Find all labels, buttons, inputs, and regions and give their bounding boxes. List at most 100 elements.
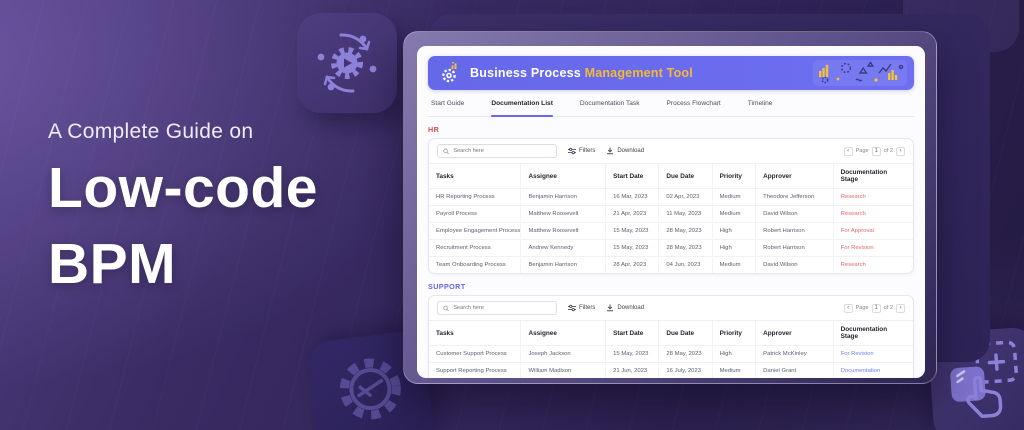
hr-card: Filters Download ‹ Page 1	[428, 138, 914, 274]
doodle-icons	[819, 61, 904, 84]
tab-documentation-task[interactable]: Documentation Task	[579, 99, 640, 107]
header-row: Tasks Assignee Start Date Due Date Priority A…	[429, 320, 913, 346]
page-prev-button[interactable]: ‹	[843, 146, 853, 156]
column-header: Documentation Stage	[832, 163, 913, 189]
table-cell: 16 July, 2023	[658, 362, 713, 378]
hero-title-line2: BPM	[48, 231, 177, 296]
page-number[interactable]: 1	[871, 303, 881, 313]
table-cell: Medium	[711, 362, 756, 378]
table-cell: Joseph Jackson	[520, 345, 606, 363]
tab-documentation-list[interactable]: Documentation List	[491, 90, 553, 117]
table-cell: Matthew Roosevelt	[520, 222, 606, 240]
search-input[interactable]	[453, 305, 551, 311]
table-cell: David Wilson	[755, 256, 834, 273]
search-input[interactable]	[453, 148, 551, 154]
tab-bar: Start Guide Documentation List Documenta…	[428, 90, 914, 117]
table-cell: Daniel Grant	[755, 362, 834, 378]
app-window-body: Business Process Management Tool	[417, 46, 925, 378]
column-header: Start Date	[605, 320, 659, 346]
column-header: Tasks	[429, 163, 521, 189]
table-cell: 15 May, 2023	[605, 239, 659, 257]
search-icon	[443, 148, 449, 154]
drag-drop-hand-icon	[950, 340, 1018, 419]
column-header: Approver	[755, 320, 834, 346]
tab-timeline[interactable]: Timeline	[747, 99, 773, 107]
table-row: Payroll Process Matthew Roosevelt 21 Apr, …	[429, 205, 913, 223]
search-box[interactable]	[437, 301, 557, 315]
table-cell: 15 May, 2023	[605, 345, 659, 363]
column-header: Approver	[755, 163, 834, 189]
page-next-button[interactable]: ›	[896, 146, 905, 156]
download-button[interactable]: Download	[606, 147, 644, 155]
main-content: HR	[417, 125, 925, 378]
support-card: Filters Download ‹ Page 1	[428, 295, 914, 378]
hr-table: Tasks Assignee Start Date Due Date Priority A…	[429, 163, 913, 273]
table-cell: Benjamin Harrison	[520, 256, 606, 273]
app-title-part2: Management Tool	[584, 66, 693, 80]
section-title-hr: HR	[428, 125, 440, 134]
table-cell: 28 Apr, 2023	[605, 256, 659, 273]
stage-link[interactable]: Documentation	[832, 362, 913, 378]
automation-tile	[297, 13, 397, 113]
download-button[interactable]: Download	[606, 304, 644, 312]
page-number[interactable]: 1	[871, 146, 881, 156]
page-label: Page	[855, 305, 869, 311]
stage-link[interactable]: Research	[832, 188, 913, 206]
table-cell: 16 Mar, 2023	[605, 188, 659, 206]
page-of-label: of 2	[883, 305, 893, 311]
table-cell: 28 May, 2023	[658, 345, 713, 363]
table-cell: David Wilson	[755, 205, 834, 223]
gear-cycle-icon	[317, 33, 377, 93]
table-cell: High	[711, 239, 756, 257]
filters-button[interactable]: Filters	[568, 304, 595, 312]
column-header: Assignee	[520, 320, 606, 346]
tab-process-flowchart[interactable]: Process Flowchart	[666, 99, 721, 107]
page-prev-button[interactable]: ‹	[843, 303, 853, 313]
stage-link[interactable]: Research	[832, 205, 913, 223]
download-label: Download	[617, 305, 645, 311]
stage-link[interactable]: For Revision	[832, 345, 913, 363]
download-icon	[607, 304, 614, 312]
section-title-support: SUPPORT	[428, 282, 466, 291]
tab-start-guide[interactable]: Start Guide	[431, 99, 465, 107]
column-header: Due Date	[658, 320, 713, 346]
stage-link[interactable]: For Revision	[832, 239, 913, 257]
header-row: Tasks Assignee Start Date Due Date Priority A…	[429, 163, 913, 189]
filters-button[interactable]: Filters	[568, 147, 595, 155]
page-next-button[interactable]: ›	[896, 303, 905, 313]
column-header: Priority	[711, 163, 756, 189]
search-box[interactable]	[437, 144, 557, 158]
gear-outline-icon	[339, 358, 401, 420]
column-header: Assignee	[520, 163, 606, 189]
table-cell: Theodore Jefferson	[755, 188, 834, 206]
table-cell: Recruitment Process	[429, 239, 521, 257]
support-toolbar: Filters Download ‹ Page 1	[429, 296, 913, 320]
pagination: ‹ Page 1 of 2 ›	[843, 303, 905, 313]
table-cell: 02 Apr, 2023	[658, 188, 713, 206]
stage-link[interactable]: Research	[832, 256, 913, 273]
table-cell: 11 May, 2023	[658, 205, 713, 223]
hero-eyebrow: A Complete Guide on	[48, 120, 254, 143]
table-cell: William Madison	[520, 362, 606, 378]
table-cell: Matthew Roosevelt	[520, 205, 606, 223]
table-cell: HR Reporting Process	[429, 188, 521, 206]
table-cell: 28 May, 2023	[658, 239, 713, 257]
table-cell: Medium	[711, 188, 756, 206]
table-cell: Andrew Kennedy	[520, 239, 606, 257]
hero-text-block: A Complete Guide on Low-code BPM	[48, 120, 318, 295]
stage-link[interactable]: For Approval	[832, 222, 913, 240]
table-cell: Medium	[711, 205, 756, 223]
column-header: Start Date	[605, 163, 659, 189]
support-table: Tasks Assignee Start Date Due Date Priority A…	[429, 320, 913, 378]
pagination: ‹ Page 1 of 2 ›	[843, 146, 905, 156]
app-title-part1: Business Process	[470, 66, 585, 80]
download-icon	[607, 147, 614, 155]
table-cell: 04 Jun, 2023	[658, 256, 713, 273]
table-cell: 21 Apr, 2023	[605, 205, 659, 223]
header-doodles	[813, 60, 907, 86]
app-logo-gear-icon	[442, 61, 457, 83]
column-header: Priority	[711, 320, 756, 346]
table-cell: Benjamin Harrison	[520, 188, 606, 206]
gear-tile	[306, 329, 436, 430]
table-row: Employee Engagement Process Matthew Roose…	[429, 222, 913, 240]
